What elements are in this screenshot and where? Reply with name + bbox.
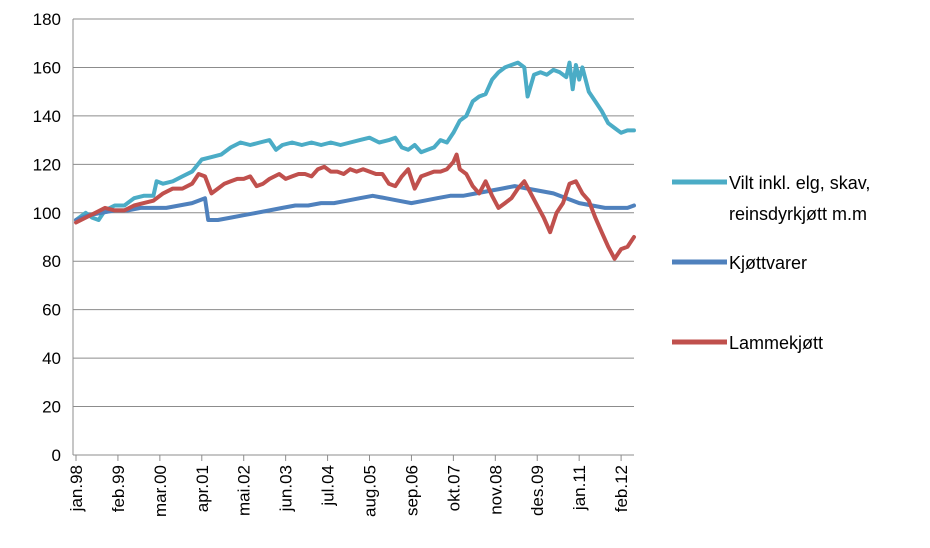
- series-line-1: [74, 184, 636, 222]
- y-tick-label: 100: [33, 204, 61, 223]
- y-tick-label: 180: [33, 10, 61, 29]
- x-tick-label: jun.03: [277, 465, 296, 512]
- y-tick-label: 140: [33, 107, 61, 126]
- x-tick-label: aug.05: [361, 465, 380, 517]
- x-tick-label: mar.00: [151, 465, 170, 517]
- y-tick-label: 160: [33, 58, 61, 77]
- x-tick-label: jan.11: [570, 465, 589, 511]
- x-tick-labels: jan.98 feb.99 mar.00 apr.01 mai.02 jun.03 jul.…: [67, 465, 631, 517]
- y-tick-label: 0: [52, 446, 61, 465]
- legend-label: reinsdyrkjøtt m.m: [729, 204, 867, 224]
- legend-label: Kjøttvarer: [729, 253, 807, 273]
- axes: [72, 19, 622, 461]
- x-tick-label: mai.02: [235, 465, 254, 516]
- x-tick-label: okt.07: [444, 465, 463, 511]
- x-tick-label: nov.08: [486, 465, 505, 515]
- x-tick-label: jan.98: [67, 465, 86, 512]
- x-tick-label: feb.99: [109, 465, 128, 512]
- y-tick-labels: 0 20 40 60 80 100 120 140 160 180: [33, 10, 61, 465]
- x-tick-label: apr.01: [193, 465, 212, 512]
- gridlines: [73, 18, 634, 456]
- y-tick-label: 80: [42, 252, 61, 271]
- legend-label: Lammekjøtt: [729, 333, 823, 353]
- y-tick-label: 120: [33, 155, 61, 174]
- series-lines: [74, 60, 636, 261]
- x-tick-label: feb.12: [612, 465, 631, 512]
- series-line-2: [74, 152, 636, 261]
- legend: Vilt inkl. elg, skav, reinsdyrkjøtt m.m Kj…: [672, 173, 870, 353]
- y-tick-label: 40: [42, 349, 61, 368]
- legend-label: Vilt inkl. elg, skav,: [729, 173, 870, 193]
- y-tick-label: 20: [42, 398, 61, 417]
- x-tick-label: jul.04: [319, 465, 338, 507]
- x-tick-label: sep.06: [402, 465, 421, 516]
- x-tick-label: des.09: [528, 465, 547, 516]
- y-tick-label: 60: [42, 301, 61, 320]
- series-line-0: [74, 60, 636, 222]
